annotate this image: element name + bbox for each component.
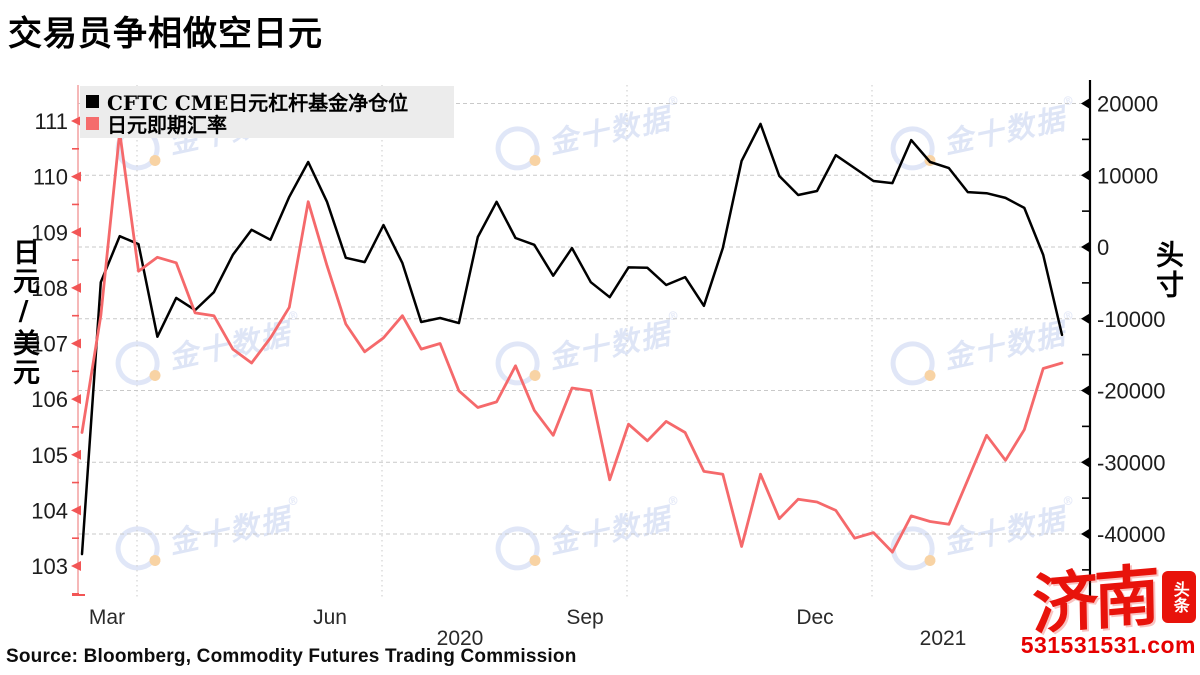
legend-label-spot-rate: 日元即期汇率 [107, 112, 227, 137]
right-axis-tick-arrow [1081, 241, 1090, 253]
left-axis-tick-label: 103 [31, 554, 68, 579]
x-tick-month-sep: Sep [566, 606, 604, 629]
left-axis-tick-label: 105 [31, 443, 68, 468]
left-axis-tick-arrow [71, 338, 81, 349]
left-axis-tick-label: 107 [31, 332, 68, 357]
legend-label-positions: CFTC CME日元杠杆基金净仓位 [107, 90, 409, 115]
left-axis-tick-arrow [71, 227, 81, 238]
right-axis-tick-arrow [1081, 313, 1090, 325]
left-axis-tick-arrow [71, 505, 81, 516]
x-tick-year-2020: 2020 [436, 627, 484, 650]
left-axis-tick-label: 111 [35, 109, 68, 134]
legend-item-spot-rate: 日元即期汇率 [86, 112, 448, 137]
left-axis-tick-arrow [71, 171, 81, 182]
right-axis-tick-arrow [1081, 528, 1090, 540]
right-axis-tick-label: -20000 [1097, 379, 1166, 404]
x-tick-year-2021: 2021 [919, 627, 967, 650]
right-axis-tick-arrow [1081, 385, 1090, 396]
branding-logo-text: 济南 [1031, 555, 1157, 645]
right-axis-tick-label: 20000 [1097, 92, 1158, 117]
branding-top: 济南 头条 [1021, 556, 1196, 645]
right-axis-tick-label: 0 [1097, 235, 1109, 260]
left-axis-tick-arrow [71, 561, 81, 571]
left-axis-tick-label: 106 [31, 387, 68, 412]
right-axis-tick-label: 10000 [1097, 163, 1158, 188]
right-axis-tick-arrow [1081, 456, 1090, 468]
left-axis-title: 日元/美元 [8, 238, 39, 387]
x-tick-month-dec: Dec [796, 606, 834, 629]
source-note: Source: Bloomberg, Commodity Futures Tra… [6, 646, 577, 667]
left-axis-tick-arrow [71, 116, 81, 126]
legend-swatch-black [86, 94, 99, 108]
right-axis-tick-arrow [1081, 169, 1090, 181]
branding-site-url: 531531531.com [1020, 632, 1196, 658]
series-line-cftc-positions [80, 122, 1064, 556]
branding-seal: 头条 [1162, 571, 1196, 624]
left-axis-tick-label: 109 [31, 220, 68, 245]
x-tick-month-jun: Jun [313, 606, 347, 629]
right-axis-title: 头寸 [1152, 240, 1185, 300]
branding-badge: 济南 头条 531531531.com [1020, 556, 1196, 659]
left-axis-tick-label: 108 [31, 276, 68, 301]
left-axis-tick-arrow [71, 394, 81, 405]
chart-title: 交易员争相做空日元 [8, 14, 323, 54]
left-axis-tick-arrow [71, 449, 81, 460]
legend: CFTC CME日元杠杆基金净仓位 日元即期汇率 [80, 86, 454, 138]
right-axis-tick-arrow [1081, 98, 1090, 109]
right-axis-tick-label: -30000 [1097, 450, 1166, 475]
right-axis-tick-label: -10000 [1097, 307, 1166, 332]
right-axis-tick-label: -40000 [1097, 522, 1166, 547]
left-axis-tick-label: 110 [33, 165, 68, 190]
legend-item-positions: CFTC CME日元杠杆基金净仓位 [86, 90, 448, 115]
legend-swatch-red [86, 116, 99, 130]
series-line-jpy-spot [80, 130, 1064, 554]
left-axis-tick-arrow [71, 282, 81, 293]
x-tick-month-mar: Mar [88, 606, 126, 629]
left-axis-tick-label: 104 [31, 498, 68, 523]
